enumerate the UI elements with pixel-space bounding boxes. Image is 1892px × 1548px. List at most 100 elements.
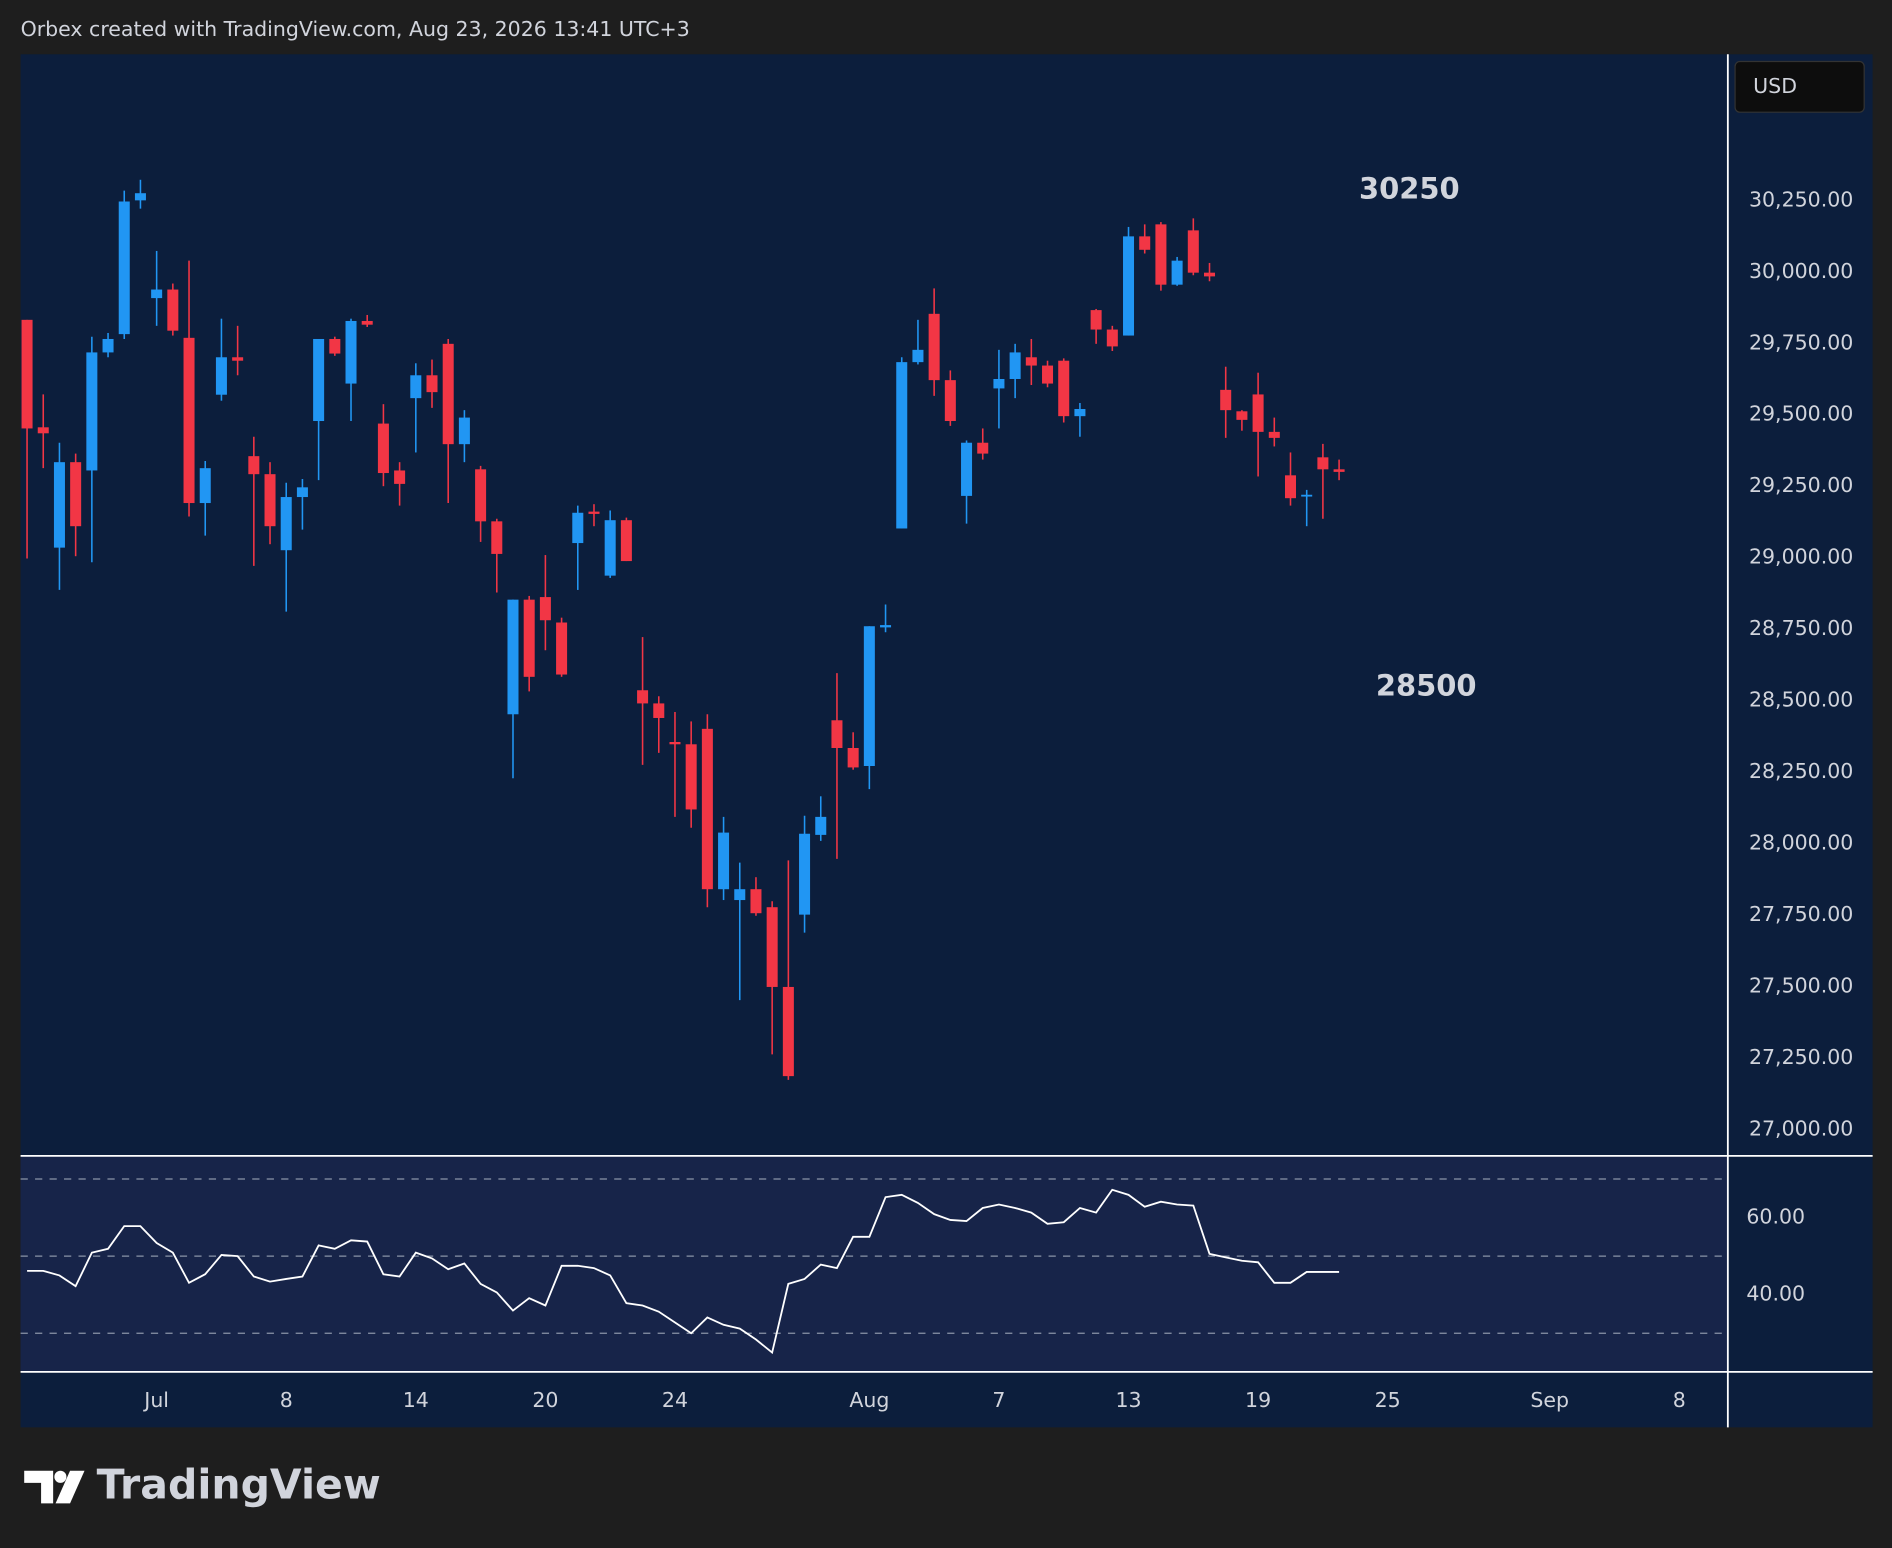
x-tick-label: 19 bbox=[1245, 1388, 1271, 1412]
rsi-line bbox=[27, 1188, 1340, 1355]
candle-body bbox=[329, 338, 341, 354]
candle-body bbox=[1058, 360, 1070, 417]
candle-body bbox=[961, 442, 973, 496]
y-tick-label: 27,750.00 bbox=[1749, 902, 1853, 926]
candle-body bbox=[523, 599, 535, 677]
candle-body bbox=[977, 442, 989, 454]
candle-body bbox=[264, 474, 276, 527]
candle-body bbox=[669, 741, 681, 745]
y-tick-label: 29,250.00 bbox=[1749, 473, 1853, 497]
candle-body bbox=[588, 511, 600, 514]
candle-body bbox=[766, 907, 778, 987]
candle-body bbox=[1187, 230, 1199, 273]
candle-body bbox=[1171, 260, 1183, 285]
candle-body bbox=[799, 833, 811, 915]
annotation: 28500 bbox=[1376, 669, 1477, 703]
header: Orbex created with TradingView.com, Aug … bbox=[21, 17, 690, 41]
candle-body bbox=[442, 343, 454, 445]
candle-body bbox=[1074, 409, 1086, 417]
y-tick-label: 27,250.00 bbox=[1749, 1045, 1853, 1069]
candle-body bbox=[1139, 236, 1151, 250]
candle-body bbox=[847, 747, 859, 768]
candle-body bbox=[1220, 389, 1232, 411]
candle-body bbox=[928, 313, 940, 381]
candle-body bbox=[1252, 394, 1264, 432]
x-tick-label: 24 bbox=[662, 1388, 688, 1412]
candle-body bbox=[701, 728, 713, 890]
candle-body bbox=[1236, 411, 1248, 420]
candle-body bbox=[620, 520, 632, 562]
candle-body bbox=[21, 319, 33, 429]
candle-body bbox=[685, 744, 697, 810]
candle-body bbox=[199, 468, 211, 504]
y-tick-label: 30,000.00 bbox=[1749, 259, 1853, 283]
candle-body bbox=[70, 462, 82, 527]
y-tick-label: 28,250.00 bbox=[1749, 759, 1853, 783]
candle-body bbox=[896, 362, 908, 529]
y-tick-label: 30,250.00 bbox=[1749, 187, 1853, 211]
y-tick-label: 29,500.00 bbox=[1749, 402, 1853, 426]
candle-body bbox=[345, 320, 357, 384]
y-tick-label: 27,500.00 bbox=[1749, 973, 1853, 997]
candle-body bbox=[118, 201, 130, 335]
candle-body bbox=[1317, 457, 1329, 470]
logo-text: TradingView bbox=[97, 1461, 381, 1509]
y-tick-label: 28,000.00 bbox=[1749, 830, 1853, 854]
y-tick-label: 60.00 bbox=[1746, 1205, 1805, 1229]
candle-body bbox=[1123, 236, 1135, 336]
x-tick-label: Aug bbox=[849, 1388, 889, 1412]
candle-body bbox=[539, 597, 551, 621]
candle-body bbox=[653, 703, 665, 718]
candle-body bbox=[377, 423, 389, 474]
candle-body bbox=[296, 487, 308, 498]
candle-body bbox=[1284, 475, 1297, 499]
candle-body bbox=[507, 599, 519, 715]
rsi-panel bbox=[20, 1155, 1728, 1372]
candle-body bbox=[1301, 494, 1313, 497]
candle-body bbox=[863, 626, 875, 767]
x-tick-label: 25 bbox=[1375, 1388, 1401, 1412]
candle-body bbox=[248, 456, 260, 475]
candle-body bbox=[1009, 352, 1021, 379]
candle-body bbox=[734, 889, 746, 901]
candle-body bbox=[313, 338, 325, 422]
candle-body bbox=[53, 462, 65, 548]
candle-body bbox=[458, 417, 470, 445]
candle-body bbox=[426, 375, 438, 393]
candle-body bbox=[183, 337, 195, 504]
x-tick-label: 14 bbox=[403, 1388, 429, 1412]
candle-body bbox=[750, 889, 762, 914]
candle-body bbox=[604, 520, 616, 576]
candle-body bbox=[1090, 310, 1102, 330]
y-tick-label: 28,500.00 bbox=[1749, 688, 1853, 712]
x-tick-label: Jul bbox=[142, 1388, 169, 1412]
currency-box[interactable] bbox=[1734, 60, 1865, 113]
candle-body bbox=[102, 338, 114, 353]
candle-body bbox=[394, 470, 406, 484]
y-tick-label: 28,750.00 bbox=[1749, 616, 1853, 640]
candle-body bbox=[232, 357, 244, 361]
candle-body bbox=[880, 625, 892, 628]
y-tick-label: 29,000.00 bbox=[1749, 545, 1853, 569]
candle-body bbox=[280, 497, 292, 551]
annotation: 30250 bbox=[1359, 172, 1460, 206]
candle-body bbox=[37, 427, 49, 434]
candle-body bbox=[215, 357, 227, 395]
candle-body bbox=[1204, 272, 1216, 277]
candle-body bbox=[1025, 357, 1037, 366]
candle-body bbox=[1268, 431, 1280, 438]
y-tick-label: 40.00 bbox=[1746, 1282, 1805, 1306]
y-tick-label: 29,750.00 bbox=[1749, 330, 1853, 354]
x-tick-label: 7 bbox=[992, 1388, 1005, 1412]
candle-body bbox=[1155, 224, 1167, 285]
candle-body bbox=[556, 622, 568, 675]
candle-body bbox=[134, 193, 146, 201]
candle-body bbox=[361, 320, 373, 325]
candle-body bbox=[782, 986, 794, 1077]
candle-body bbox=[410, 375, 422, 399]
candle-body bbox=[572, 512, 584, 544]
x-tick-label: 20 bbox=[532, 1388, 558, 1412]
candle-body bbox=[1042, 365, 1054, 384]
